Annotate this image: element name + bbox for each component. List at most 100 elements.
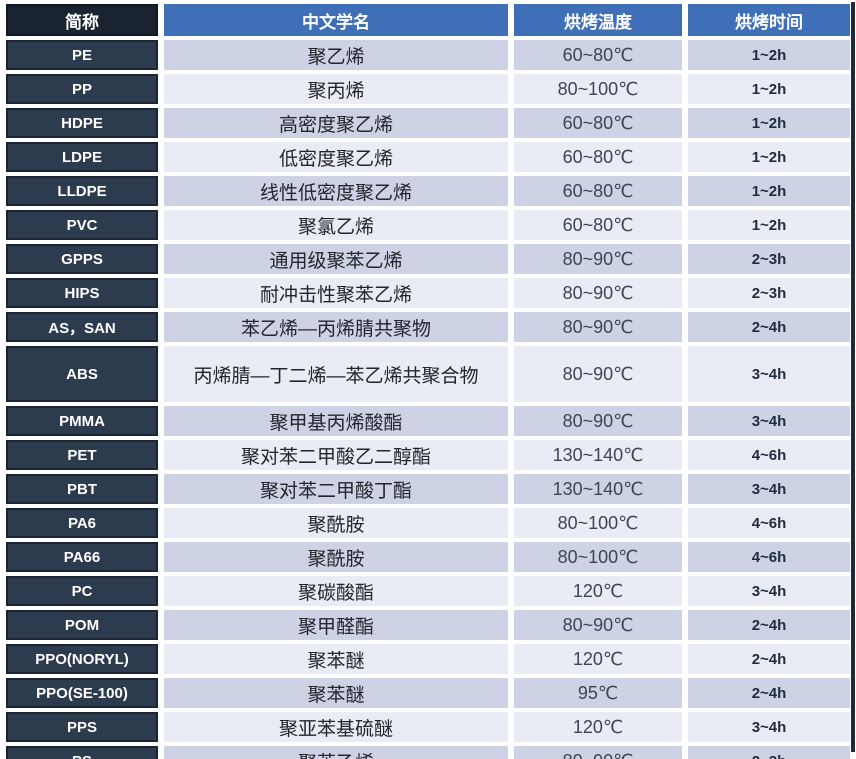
- cell-baking-temperature: 80~100℃: [514, 508, 682, 538]
- table-row: LLDPE 线性低密度聚乙烯 60~80℃ 1~2h: [6, 176, 850, 206]
- cell-baking-time: 3~4h: [688, 712, 850, 742]
- cell-baking-time: 3~4h: [688, 576, 850, 606]
- cell-baking-time: 1~2h: [688, 142, 850, 172]
- cell-abbreviation: PS: [6, 746, 158, 759]
- cell-baking-time: 2~4h: [688, 610, 850, 640]
- cell-abbreviation: PE: [6, 40, 158, 70]
- column-header-abbreviation: 简称: [6, 4, 158, 36]
- cell-baking-temperature: 60~80℃: [514, 108, 682, 138]
- cell-abbreviation: PPS: [6, 712, 158, 742]
- cell-baking-temperature: 130~140℃: [514, 474, 682, 504]
- cell-baking-time: 1~2h: [688, 108, 850, 138]
- cell-abbreviation: LLDPE: [6, 176, 158, 206]
- table-row: PET 聚对苯二甲酸乙二醇酯 130~140℃ 4~6h: [6, 440, 850, 470]
- cell-baking-temperature: 80~100℃: [514, 542, 682, 572]
- cell-abbreviation: PPO(SE-100): [6, 678, 158, 708]
- cell-baking-temperature: 80~90℃: [514, 610, 682, 640]
- cell-baking-time: 2~3h: [688, 244, 850, 274]
- table-right-border: [851, 2, 855, 752]
- cell-baking-temperature: 80~90℃: [514, 244, 682, 274]
- cell-chinese-name: 聚乙烯: [164, 40, 508, 70]
- table-row: AS，SAN 苯乙烯—丙烯腈共聚物 80~90℃ 2~4h: [6, 312, 850, 342]
- cell-baking-time: 2~4h: [688, 312, 850, 342]
- cell-baking-temperature: 80~90℃: [514, 746, 682, 759]
- cell-abbreviation: PBT: [6, 474, 158, 504]
- cell-chinese-name: 聚对苯二甲酸乙二醇酯: [164, 440, 508, 470]
- table-row: ABS 丙烯腈—丁二烯—苯乙烯共聚合物 80~90℃ 3~4h: [6, 346, 850, 402]
- header-row: 简称 中文学名 烘烤温度 烘烤时间: [6, 4, 850, 36]
- cell-chinese-name: 耐冲击性聚苯乙烯: [164, 278, 508, 308]
- cell-baking-time: 2~3h: [688, 746, 850, 759]
- cell-baking-time: 1~2h: [688, 40, 850, 70]
- cell-abbreviation: PVC: [6, 210, 158, 240]
- table-row: HIPS 耐冲击性聚苯乙烯 80~90℃ 2~3h: [6, 278, 850, 308]
- cell-abbreviation: HDPE: [6, 108, 158, 138]
- cell-baking-time: 3~4h: [688, 406, 850, 436]
- table-row: PMMA 聚甲基丙烯酸酯 80~90℃ 3~4h: [6, 406, 850, 436]
- table-row: PA66 聚酰胺 80~100℃ 4~6h: [6, 542, 850, 572]
- cell-abbreviation: PA66: [6, 542, 158, 572]
- cell-baking-time: 4~6h: [688, 508, 850, 538]
- cell-abbreviation: LDPE: [6, 142, 158, 172]
- cell-chinese-name: 聚甲醛酯: [164, 610, 508, 640]
- cell-abbreviation: HIPS: [6, 278, 158, 308]
- cell-baking-time: 4~6h: [688, 542, 850, 572]
- cell-baking-temperature: 60~80℃: [514, 176, 682, 206]
- cell-abbreviation: PPO(NORYL): [6, 644, 158, 674]
- cell-chinese-name: 聚酰胺: [164, 508, 508, 538]
- table-row: HDPE 高密度聚乙烯 60~80℃ 1~2h: [6, 108, 850, 138]
- table-row: PVC 聚氯乙烯 60~80℃ 1~2h: [6, 210, 850, 240]
- cell-baking-temperature: 60~80℃: [514, 40, 682, 70]
- cell-abbreviation: PMMA: [6, 406, 158, 436]
- cell-baking-time: 3~4h: [688, 474, 850, 504]
- table-header: 简称 中文学名 烘烤温度 烘烤时间: [6, 4, 850, 36]
- cell-abbreviation: GPPS: [6, 244, 158, 274]
- cell-chinese-name: 聚氯乙烯: [164, 210, 508, 240]
- cell-baking-temperature: 60~80℃: [514, 210, 682, 240]
- cell-chinese-name: 丙烯腈—丁二烯—苯乙烯共聚合物: [164, 346, 508, 402]
- cell-baking-temperature: 130~140℃: [514, 440, 682, 470]
- cell-abbreviation: PET: [6, 440, 158, 470]
- cell-baking-time: 2~4h: [688, 644, 850, 674]
- cell-baking-time: 1~2h: [688, 74, 850, 104]
- cell-baking-time: 3~4h: [688, 346, 850, 402]
- cell-baking-temperature: 80~90℃: [514, 278, 682, 308]
- cell-abbreviation: PP: [6, 74, 158, 104]
- table-row: PC 聚碳酸酯 120℃ 3~4h: [6, 576, 850, 606]
- cell-abbreviation: PC: [6, 576, 158, 606]
- cell-chinese-name: 聚苯醚: [164, 644, 508, 674]
- cell-baking-time: 1~2h: [688, 210, 850, 240]
- cell-abbreviation: ABS: [6, 346, 158, 402]
- table-row: PA6 聚酰胺 80~100℃ 4~6h: [6, 508, 850, 538]
- cell-chinese-name: 聚对苯二甲酸丁酯: [164, 474, 508, 504]
- table-row: PBT 聚对苯二甲酸丁酯 130~140℃ 3~4h: [6, 474, 850, 504]
- cell-baking-temperature: 80~90℃: [514, 312, 682, 342]
- column-header-baking-temperature: 烘烤温度: [514, 4, 682, 36]
- cell-chinese-name: 苯乙烯—丙烯腈共聚物: [164, 312, 508, 342]
- cell-baking-time: 1~2h: [688, 176, 850, 206]
- table-row: POM 聚甲醛酯 80~90℃ 2~4h: [6, 610, 850, 640]
- cell-baking-time: 2~3h: [688, 278, 850, 308]
- table-row: PPS 聚亚苯基硫醚 120℃ 3~4h: [6, 712, 850, 742]
- cell-chinese-name: 聚酰胺: [164, 542, 508, 572]
- table-row: PP 聚丙烯 80~100℃ 1~2h: [6, 74, 850, 104]
- cell-chinese-name: 聚碳酸酯: [164, 576, 508, 606]
- cell-baking-temperature: 80~100℃: [514, 74, 682, 104]
- cell-chinese-name: 通用级聚苯乙烯: [164, 244, 508, 274]
- table-row: GPPS 通用级聚苯乙烯 80~90℃ 2~3h: [6, 244, 850, 274]
- cell-baking-temperature: 120℃: [514, 712, 682, 742]
- cell-baking-temperature: 95℃: [514, 678, 682, 708]
- cell-chinese-name: 线性低密度聚乙烯: [164, 176, 508, 206]
- cell-baking-temperature: 80~90℃: [514, 406, 682, 436]
- cell-baking-time: 2~4h: [688, 678, 850, 708]
- table-row: PPO(SE-100) 聚苯醚 95℃ 2~4h: [6, 678, 850, 708]
- cell-abbreviation: PA6: [6, 508, 158, 538]
- table-row: LDPE 低密度聚乙烯 60~80℃ 1~2h: [6, 142, 850, 172]
- cell-chinese-name: 聚苯乙烯: [164, 746, 508, 759]
- cell-baking-temperature: 120℃: [514, 576, 682, 606]
- column-header-baking-time: 烘烤时间: [688, 4, 850, 36]
- cell-chinese-name: 高密度聚乙烯: [164, 108, 508, 138]
- cell-baking-temperature: 60~80℃: [514, 142, 682, 172]
